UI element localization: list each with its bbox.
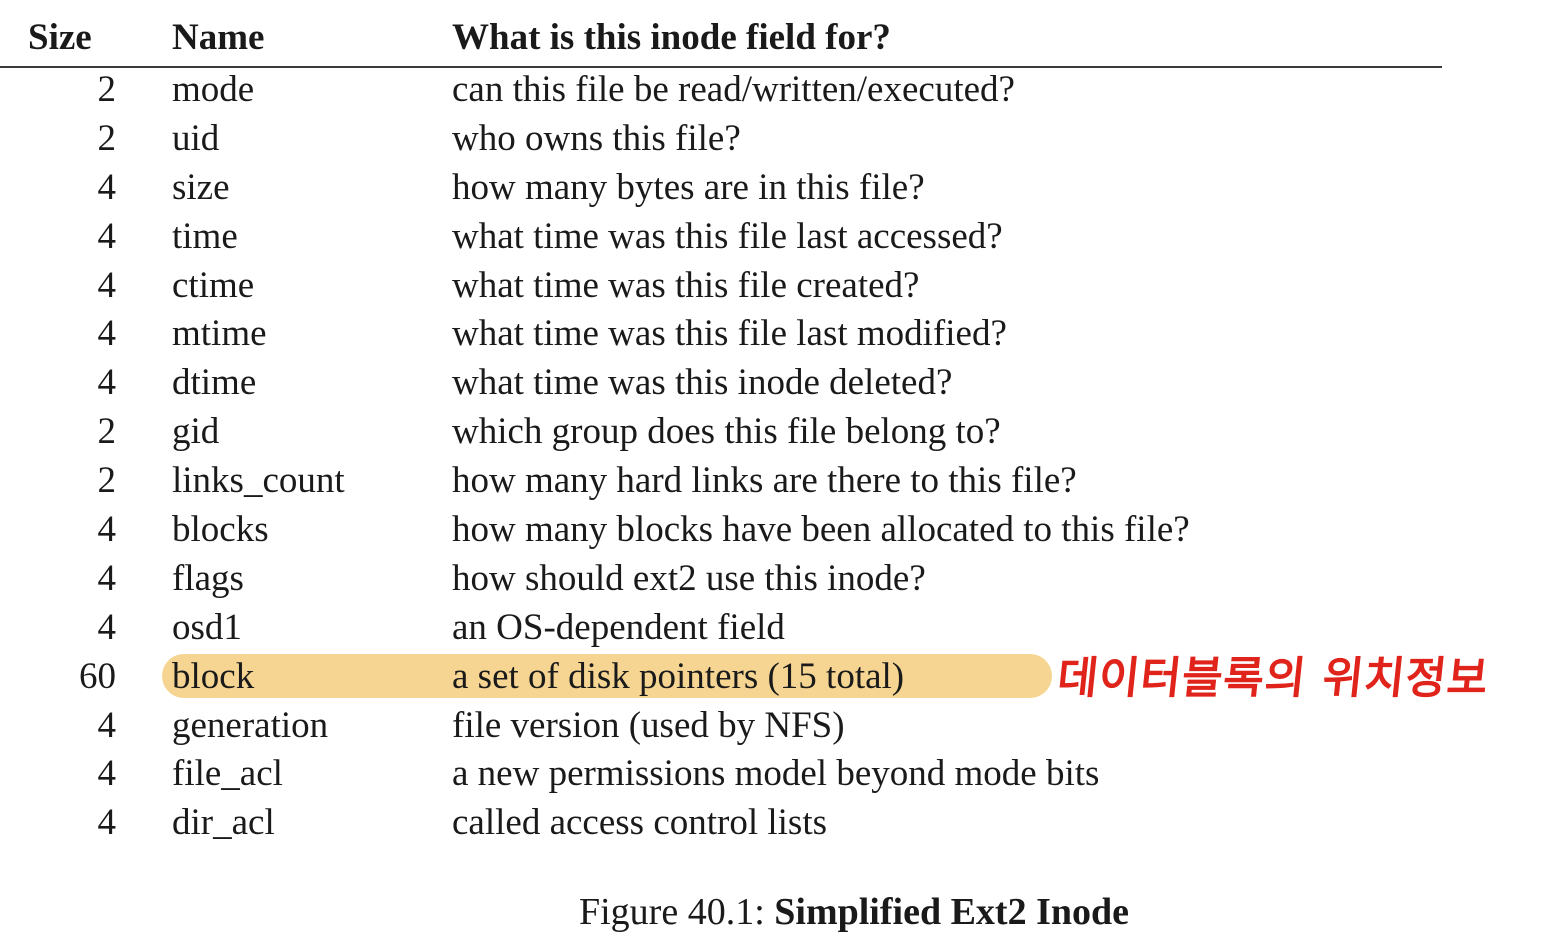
cell-name: uid — [172, 117, 220, 159]
cell-description: who owns this file? — [452, 117, 741, 159]
cell-size: 2 — [97, 69, 117, 110]
cell-description: how many hard links are there to this fi… — [452, 460, 1077, 502]
cell-name: dir_acl — [172, 802, 275, 844]
cell-size: 4 — [97, 215, 117, 257]
cell-name: blocks — [172, 509, 269, 551]
cell-name: ctime — [172, 264, 255, 306]
cell-name: flags — [172, 557, 244, 599]
cell-size: 4 — [97, 557, 117, 599]
header-size: Size — [28, 17, 92, 58]
table-row: 4 blocks how many blocks have been alloc… — [0, 508, 1548, 557]
table-row: 2 links_count how many hard links are th… — [0, 459, 1548, 508]
cell-name: time — [172, 215, 238, 257]
table-row: 4 generation file version (used by NFS) — [0, 704, 1548, 753]
cell-size: 4 — [97, 166, 117, 208]
cell-size: 4 — [97, 802, 117, 844]
table-row: 4 mtime what time was this file last mod… — [0, 312, 1548, 361]
table-row: 4 file_acl a new permissions model beyon… — [0, 752, 1548, 801]
cell-description: what time was this file last modified? — [452, 313, 1007, 355]
cell-description: file version (used by NFS) — [452, 704, 845, 746]
cell-size: 4 — [97, 704, 117, 746]
cell-name: links_count — [172, 460, 345, 502]
cell-size: 4 — [97, 753, 117, 795]
cell-size: 4 — [97, 264, 117, 306]
cell-name: size — [172, 166, 230, 208]
table-row: 4 flags how should ext2 use this inode? — [0, 557, 1548, 606]
cell-description: called access control lists — [452, 802, 828, 844]
cell-name: dtime — [172, 362, 257, 404]
cell-description: what time was this file created? — [452, 264, 920, 306]
cell-description: how many bytes are in this file? — [452, 166, 925, 208]
header-name: Name — [172, 17, 265, 58]
table-row-highlighted: 60 block a set of disk pointers (15 tota… — [0, 655, 1548, 704]
cell-name: osd1 — [172, 606, 242, 648]
cell-size: 4 — [97, 313, 117, 355]
table-row: 4 dtime what time was this inode deleted… — [0, 361, 1548, 410]
table-row: 2 mode can this file be read/written/exe… — [0, 68, 1548, 117]
block-row-highlight — [162, 654, 1052, 698]
table-row: 2 gid which group does this file belong … — [0, 410, 1548, 459]
cell-name: file_acl — [172, 753, 283, 795]
cell-size: 4 — [97, 509, 117, 551]
header-description: What is this inode field for? — [452, 17, 891, 58]
table-row: 4 osd1 an OS-dependent field — [0, 606, 1548, 655]
cell-size: 2 — [97, 411, 117, 453]
handwritten-annotation: 데이터블록의 위치정보 — [1054, 653, 1492, 704]
caption-label: Figure 40.1: — [578, 891, 775, 933]
table-row: 4 dir_acl called access control lists — [0, 801, 1548, 850]
cell-description: what time was this inode deleted? — [452, 362, 953, 404]
caption-title: Simplified Ext2 Inode — [774, 891, 1129, 933]
cell-size: 4 — [97, 362, 117, 404]
inode-table-body: 2 mode can this file be read/written/exe… — [0, 68, 1548, 850]
header-rule — [0, 66, 1442, 68]
cell-size: 2 — [97, 117, 117, 159]
cell-description: a set of disk pointers (15 total) — [452, 655, 905, 697]
cell-size: 4 — [97, 606, 117, 648]
cell-description: can this file be read/written/executed? — [452, 69, 1015, 110]
cell-name: gid — [172, 411, 220, 453]
cell-name: mtime — [172, 313, 267, 355]
cell-size: 2 — [97, 460, 117, 502]
cell-description: which group does this file belong to? — [452, 411, 1001, 453]
cell-size: 60 — [79, 655, 116, 697]
cell-name: mode — [172, 69, 255, 110]
table-row: 4 ctime what time was this file created? — [0, 264, 1548, 313]
cell-name: generation — [172, 704, 329, 746]
cell-description: how should ext2 use this inode? — [452, 557, 926, 599]
cell-name: block — [172, 655, 255, 697]
cell-description: how many blocks have been allocated to t… — [452, 509, 1190, 551]
cell-description: an OS-dependent field — [452, 606, 785, 648]
cell-description: what time was this file last accessed? — [452, 215, 1003, 257]
table-row: 4 size how many bytes are in this file? — [0, 166, 1548, 215]
table-row: 4 time what time was this file last acce… — [0, 215, 1548, 264]
cell-description: a new permissions model beyond mode bits — [452, 753, 1100, 795]
table-row: 2 uid who owns this file? — [0, 117, 1548, 166]
figure-caption: Figure 40.1: Simplified Ext2 Inode — [0, 888, 1548, 936]
